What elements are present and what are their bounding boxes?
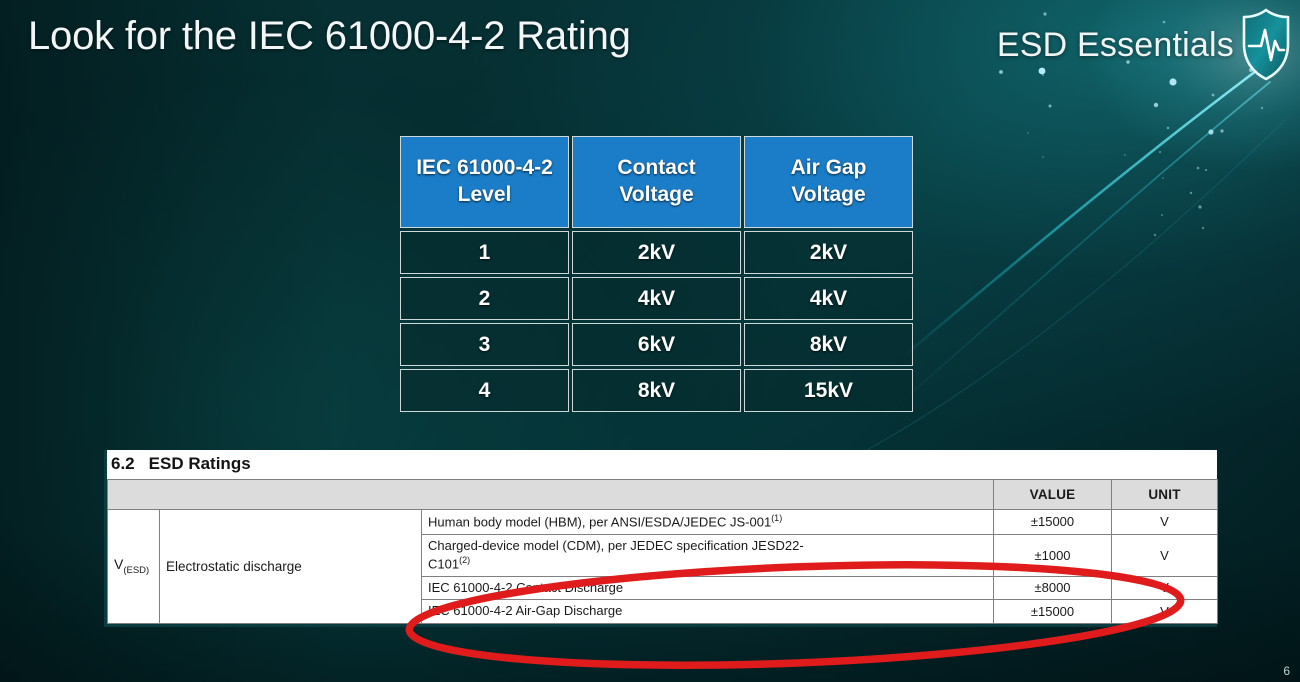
- column-header-contact-voltage: Contact Voltage: [572, 136, 741, 228]
- table-header-row: VALUE UNIT: [106, 479, 1219, 510]
- cell-contact: 6kV: [572, 323, 741, 366]
- page-title: Look for the IEC 61000-4-2 Rating: [28, 14, 631, 58]
- column-header-air-gap-voltage: Air Gap Voltage: [744, 136, 913, 228]
- cell-unit: V: [1111, 575, 1219, 601]
- column-header-value: VALUE: [993, 479, 1113, 510]
- cell-unit: V: [1111, 533, 1219, 577]
- cell-contact: 8kV: [572, 369, 741, 412]
- table-row: 4 8kV 15kV: [400, 369, 913, 412]
- brand-lockup: ESD Essentials: [997, 8, 1292, 82]
- cell-value: ±15000: [993, 599, 1113, 624]
- cell-symbol: V(ESD): [107, 509, 160, 624]
- brand-title: ESD Essentials: [996, 25, 1234, 64]
- cell-airgap: 8kV: [744, 323, 913, 366]
- iec-level-table: IEC 61000-4-2 Level Contact Voltage Air …: [397, 133, 916, 415]
- column-header-blank: [106, 479, 995, 510]
- table-row: 1 2kV 2kV: [400, 231, 913, 274]
- cell-description: Human body model (HBM), per ANSI/ESDA/JE…: [420, 509, 995, 535]
- cell-description: Charged-device model (CDM), per JEDEC sp…: [420, 533, 995, 577]
- cell-contact: 4kV: [572, 277, 741, 320]
- cell-description: IEC 61000-4-2 Air-Gap Discharge: [420, 599, 995, 624]
- cell-unit: V: [1111, 509, 1219, 535]
- esd-ratings-table: VALUE UNIT V(ESD) Electrostatic discharg…: [106, 479, 1219, 624]
- cell-parameter: Electrostatic discharge: [159, 509, 422, 624]
- cell-level: 4: [400, 369, 569, 412]
- column-header-level: IEC 61000-4-2 Level: [400, 136, 569, 228]
- section-number: 6.2: [111, 454, 135, 473]
- column-header-unit: UNIT: [1111, 479, 1219, 510]
- shield-pulse-icon: [1242, 8, 1290, 81]
- table-row: V(ESD) Electrostatic discharge Human bod…: [107, 509, 1219, 624]
- cell-level: 2: [400, 277, 569, 320]
- table-row: 2 4kV 4kV: [400, 277, 913, 320]
- page-number: 6: [1283, 664, 1290, 678]
- cell-level: 3: [400, 323, 569, 366]
- cell-value: ±8000: [993, 575, 1113, 601]
- cell-value: ±1000: [993, 533, 1113, 577]
- section-title: ESD Ratings: [148, 454, 251, 473]
- cell-contact: 2kV: [572, 231, 741, 274]
- table-header-row: IEC 61000-4-2 Level Contact Voltage Air …: [400, 136, 913, 228]
- table-row: 3 6kV 8kV: [400, 323, 913, 366]
- cell-airgap: 4kV: [744, 277, 913, 320]
- datasheet-section-heading: 6.2 ESD Ratings: [107, 450, 1217, 479]
- cell-description: IEC 61000-4-2 Contact Discharge: [420, 575, 995, 601]
- cell-unit: V: [1111, 599, 1219, 624]
- cell-level: 1: [400, 231, 569, 274]
- datasheet-excerpt: 6.2 ESD Ratings VALUE UNIT V(ESD): [104, 450, 1219, 627]
- cell-airgap: 2kV: [744, 231, 913, 274]
- cell-value: ±15000: [993, 509, 1113, 535]
- cell-airgap: 15kV: [744, 369, 913, 412]
